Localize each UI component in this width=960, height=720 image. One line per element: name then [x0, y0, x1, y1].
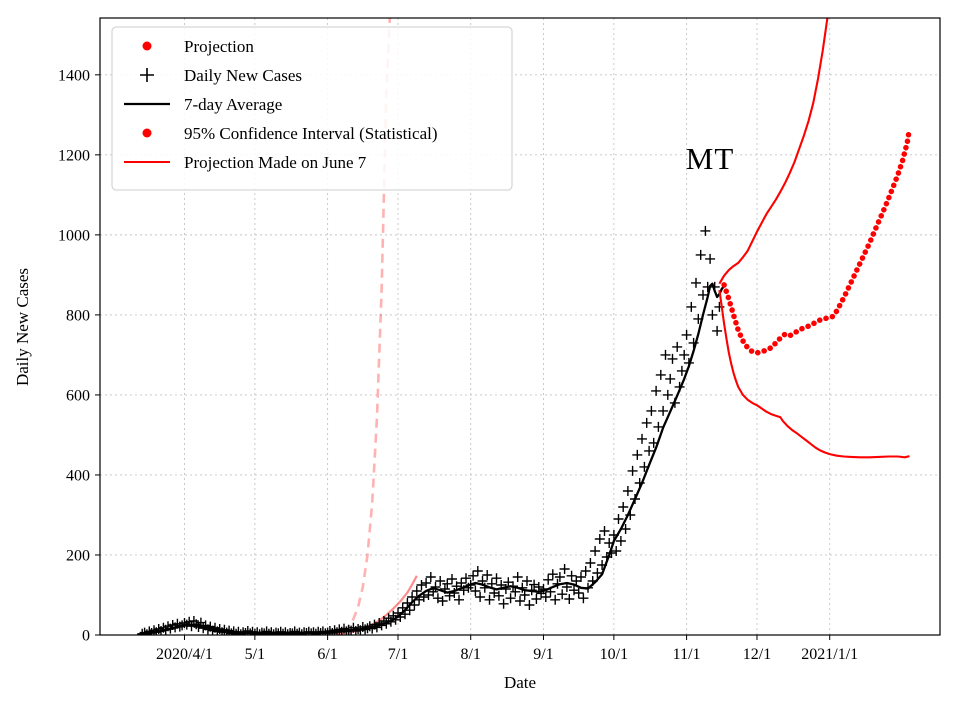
y-tick-label: 200	[66, 548, 90, 565]
y-tick-label: 1200	[58, 147, 90, 164]
x-tick-label: 9/1	[533, 646, 553, 663]
y-tick-label: 400	[66, 468, 90, 485]
x-tick-label: 2021/1/1	[801, 646, 858, 663]
series-seven-day-average	[142, 282, 725, 635]
legend-label-7day-average: 7-day Average	[184, 95, 282, 114]
x-tick-label: 12/1	[743, 646, 771, 663]
axes: 2020/4/1 5/1 6/1 7/1 8/1 9/1 10/1 11/1 12/1 2021/…	[58, 17, 941, 663]
series-ci-lower	[718, 289, 910, 459]
legend: Projection Daily New Cases 7-day Average…	[111, 26, 513, 191]
y-tick-label: 600	[66, 388, 90, 405]
y-tick-label: 1000	[58, 227, 90, 244]
x-tick-label: 10/1	[600, 646, 628, 663]
series-ci-upper	[718, 18, 829, 285]
legend-label-daily-new-cases: Daily New Cases	[184, 66, 302, 85]
x-tick-label: 6/1	[317, 646, 337, 663]
x-tick-label: 2020/4/1	[156, 646, 213, 663]
x-tick-label: 5/1	[245, 646, 265, 663]
series-projection	[721, 126, 913, 356]
series-layer	[137, 18, 913, 635]
series-june7-projection-ci	[327, 18, 392, 635]
plot-border	[99, 17, 941, 636]
y-tick-label: 800	[66, 307, 90, 324]
legend-marker-confidence-interval	[142, 128, 152, 138]
y-tick-label: 0	[82, 628, 90, 645]
legend-label-projection: Projection	[184, 37, 254, 56]
series-daily-new-cases	[137, 225, 725, 635]
legend-box	[111, 26, 513, 191]
y-axis-label: Daily New Cases	[13, 268, 32, 386]
x-tick-label: 8/1	[460, 646, 480, 663]
x-tick-label: 7/1	[388, 646, 408, 663]
legend-label-confidence-interval: 95% Confidence Interval (Statistical)	[184, 124, 438, 143]
y-tick-label: 1400	[58, 67, 90, 84]
state-annotation: MT	[686, 141, 735, 176]
x-tick-label: 11/1	[673, 646, 701, 663]
x-axis-label: Date	[504, 673, 536, 692]
legend-marker-projection	[142, 41, 152, 51]
legend-label-june7-projection: Projection Made on June 7	[184, 153, 367, 172]
legend-marker-daily-new-cases	[140, 68, 154, 82]
